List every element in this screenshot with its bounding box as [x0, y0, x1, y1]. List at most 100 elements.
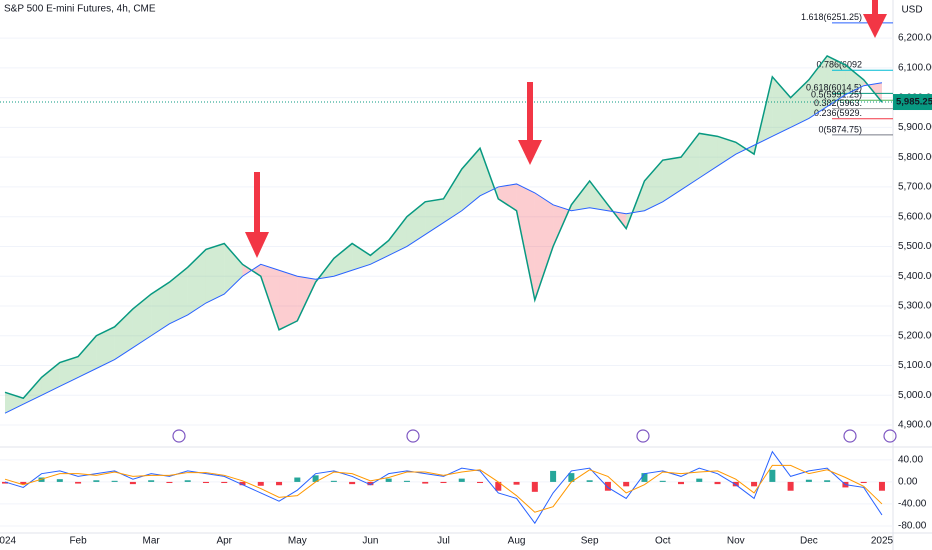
y-tick-label: -40.00	[898, 499, 927, 510]
trend-fill	[589, 180, 608, 211]
y-tick-label: 5,100.00	[898, 360, 932, 371]
histogram-bar	[550, 470, 557, 482]
trend-fill	[370, 240, 389, 265]
histogram-bar	[495, 481, 502, 491]
trend-fill	[132, 294, 152, 348]
histogram-bar	[349, 481, 356, 485]
histogram-bar	[641, 473, 648, 482]
histogram-bar	[330, 480, 337, 482]
trend-fill	[279, 270, 298, 330]
event-icon[interactable]	[843, 429, 857, 443]
y-tick-label: 5,500.00	[898, 241, 932, 252]
y-tick-label: 5,800.00	[898, 152, 932, 163]
trend-fill	[516, 183, 535, 301]
y-tick-label: 40.00	[898, 455, 923, 466]
trend-fill	[96, 326, 115, 369]
histogram-bar	[513, 481, 520, 485]
arrow	[872, 0, 878, 16]
histogram-bar	[239, 481, 246, 486]
x-tick-label: Oct	[655, 536, 671, 547]
trend-fill	[534, 192, 554, 301]
chart-title: S&P 500 E-mini Futures, 4h, CME	[4, 4, 156, 15]
histogram-bar	[75, 481, 82, 484]
trend-fill	[205, 243, 225, 304]
arrow	[518, 140, 542, 165]
plot: 6,200.006,100.006,000.005,900.005,800.00…	[0, 12, 932, 547]
histogram-bar	[586, 480, 593, 482]
trend-fill	[224, 243, 243, 295]
fib-label: 0(5874.75)	[818, 124, 862, 134]
trend-fill	[78, 335, 97, 378]
histogram-bar	[769, 469, 776, 482]
y-tick-label: 4,900.00	[898, 420, 932, 431]
histogram-bar	[787, 481, 794, 491]
x-tick-label: Dec	[800, 536, 818, 547]
histogram-bar	[2, 481, 8, 484]
histogram-bar	[805, 479, 812, 482]
y-tick-label: -80.00	[898, 521, 927, 532]
y-tick-label: 6,100.00	[898, 63, 932, 74]
fib-label: 0.5(5991.25)	[811, 90, 862, 100]
trend-fill	[772, 76, 791, 137]
y-tick-label: 5,600.00	[898, 211, 932, 222]
arrows	[245, 0, 887, 258]
histogram-bar	[878, 481, 885, 491]
trend-fill	[425, 198, 444, 235]
trend-fill	[114, 308, 133, 360]
x-tick-label: Nov	[727, 536, 745, 547]
histogram-bar	[422, 481, 429, 484]
trend-fill	[845, 64, 864, 95]
trend-fill	[827, 55, 846, 107]
histogram-bar	[202, 481, 209, 484]
y-tick-label: 5,000.00	[898, 390, 932, 401]
x-tick-label: Sep	[581, 536, 599, 547]
trend-fill	[790, 79, 809, 128]
trend-fill	[699, 133, 718, 178]
histogram-bar	[294, 477, 301, 482]
fib-label: 0.618(6014.5)	[806, 83, 862, 93]
trend-fill	[352, 243, 371, 271]
y-tick-label: 5,300.00	[898, 301, 932, 312]
histogram-bar	[824, 480, 831, 482]
x-tick-label: Feb	[69, 536, 87, 547]
event-icon[interactable]	[406, 429, 420, 443]
x-tick-label: Apr	[216, 536, 232, 547]
histogram-bar	[184, 480, 191, 482]
histogram-bar	[440, 481, 447, 484]
trend-fill	[498, 183, 517, 211]
trend-fill	[41, 362, 60, 396]
histogram-bar	[458, 478, 465, 482]
event-icon[interactable]	[172, 429, 186, 443]
event-icons	[172, 429, 897, 443]
fib-label: 0.236(5929.	[814, 108, 862, 118]
histogram-bar	[385, 478, 392, 482]
trend-fill	[333, 243, 353, 277]
trend-fill	[169, 267, 188, 324]
event-icon[interactable]	[636, 429, 650, 443]
histogram-bar	[257, 481, 264, 486]
arrow	[245, 232, 269, 258]
histogram-bar	[38, 477, 45, 482]
y-tick-label: 5,200.00	[898, 330, 932, 341]
y-tick-label: 5,400.00	[898, 271, 932, 282]
histogram-bar	[751, 481, 758, 487]
histogram-bar	[367, 481, 374, 486]
histogram-bar	[56, 479, 63, 482]
trend-fill	[187, 249, 206, 315]
histogram-bar	[312, 475, 319, 482]
y-tick-label: 5,900.00	[898, 122, 932, 133]
price-tag-label: 5,985.25	[896, 97, 932, 108]
trend-fill	[808, 55, 828, 119]
price-tag	[893, 94, 932, 111]
trend-fill	[717, 136, 736, 167]
histogram-bar	[276, 481, 283, 486]
event-icon[interactable]	[883, 429, 897, 443]
trend-fill	[151, 282, 170, 336]
x-tick-label: Jun	[362, 536, 378, 547]
trend-fill	[644, 160, 663, 211]
trend-fill	[260, 264, 280, 330]
trend-fill	[388, 216, 407, 256]
histogram-bar	[93, 480, 100, 482]
x-tick-label: 2024	[0, 536, 17, 547]
